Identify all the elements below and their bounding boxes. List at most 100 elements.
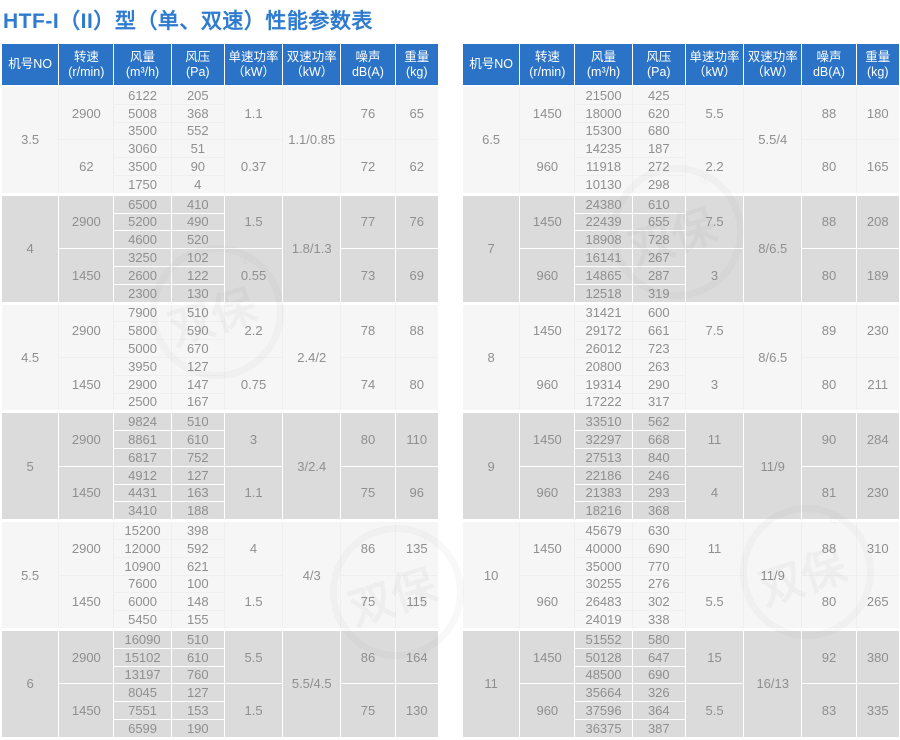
airflow-cell: 51552 <box>575 630 632 648</box>
pressure-cell: 770 <box>632 557 685 575</box>
airflow-cell: 24380 <box>575 195 632 213</box>
airflow-cell: 17222 <box>575 393 632 411</box>
table-section: 3.5 1.1/0.85 2900 1.1 76 65 6122 205 5008 368 3500… <box>2 87 438 193</box>
weight-cell: 284 <box>856 413 899 466</box>
airflow-cell: 2500 <box>114 393 171 411</box>
dual-power-cell: 1.1/0.85 <box>283 87 341 193</box>
column-header-line1: 风量 <box>130 49 156 64</box>
pressure-cell: 163 <box>171 484 224 502</box>
pressure-cell: 102 <box>171 249 224 266</box>
column-header-line1: 单速功率 <box>689 49 740 64</box>
dual-power-cell: 5.5/4.5 <box>283 630 341 737</box>
column-header-line2: （kW） <box>232 64 276 79</box>
page: HTF-I（II）型（单、双速）性能参数表 机号NO 转速 (r/min) 风量 (m³… <box>0 5 900 739</box>
noise-cell: 74 <box>341 357 395 411</box>
single-power-cell: 3 <box>224 413 283 466</box>
single-power-cell: 0.55 <box>224 249 283 302</box>
column-header-line2: dB(A) <box>812 64 845 79</box>
column-header-line1: 转速 <box>73 49 99 64</box>
single-power-cell: 1.5 <box>224 195 283 249</box>
airflow-cell: 37596 <box>575 702 632 719</box>
airflow-cell: 5200 <box>114 213 171 231</box>
airflow-cell: 14865 <box>575 266 632 284</box>
airflow-cell: 29172 <box>575 322 632 340</box>
pressure-cell: 592 <box>171 539 224 557</box>
pressure-cell: 317 <box>632 393 685 411</box>
model-no-cell: 6.5 <box>463 87 520 193</box>
speed-cell: 1450 <box>59 575 114 628</box>
single-power-cell: 1.5 <box>224 684 283 737</box>
single-power-cell: 4 <box>224 522 283 575</box>
airflow-cell: 6122 <box>114 87 171 104</box>
single-power-cell: 4 <box>685 466 744 520</box>
airflow-cell: 4431 <box>114 484 171 502</box>
single-power-cell: 7.5 <box>685 195 744 249</box>
pressure-cell: 680 <box>632 122 685 140</box>
column-header-line2: (m³/h) <box>125 64 160 79</box>
dual-power-cell: 3/2.4 <box>283 413 341 520</box>
single-power-cell: 0.37 <box>224 140 283 193</box>
noise-cell: 80 <box>341 413 395 466</box>
table-header: 机号NO 转速 (r/min) 风量 (m³/h) 风压 (Pa) 单速功率 （kW） 双速功率（… <box>2 44 438 85</box>
speed-cell: 2900 <box>59 195 114 249</box>
airflow-cell: 4912 <box>114 466 171 484</box>
pressure-cell: 302 <box>632 593 685 611</box>
dual-power-cell: 11/9 <box>744 413 802 520</box>
noise-cell: 72 <box>341 140 395 193</box>
airflow-cell: 6599 <box>114 719 171 737</box>
airflow-cell: 3500 <box>114 122 171 140</box>
weight-cell: 208 <box>856 195 899 249</box>
model-no-cell: 11 <box>463 630 520 737</box>
pressure-cell: 668 <box>632 431 685 448</box>
airflow-cell: 18000 <box>575 104 632 122</box>
airflow-cell: 30255 <box>575 575 632 593</box>
weight-cell: 135 <box>395 522 438 575</box>
weight-cell: 62 <box>395 140 438 193</box>
pressure-cell: 153 <box>171 702 224 719</box>
airflow-cell: 6000 <box>114 593 171 611</box>
pressure-cell: 728 <box>632 231 685 249</box>
pressure-cell: 319 <box>632 284 685 302</box>
dual-power-cell: 16/13 <box>744 630 802 737</box>
airflow-cell: 3410 <box>114 502 171 520</box>
airflow-cell: 21383 <box>575 484 632 502</box>
noise-cell: 80 <box>802 575 856 628</box>
noise-cell: 80 <box>802 249 856 302</box>
model-no-cell: 4.5 <box>2 304 59 411</box>
dual-power-cell: 5.5/4 <box>744 87 802 193</box>
model-no-cell: 5 <box>2 413 59 520</box>
pressure-cell: 562 <box>632 413 685 431</box>
airflow-cell: 33510 <box>575 413 632 431</box>
pressure-cell: 246 <box>632 466 685 484</box>
column-header: 机号NO <box>463 44 520 85</box>
noise-cell: 80 <box>802 140 856 193</box>
column-header-line1: 双速功率 <box>286 49 337 64</box>
model-no-cell: 3.5 <box>2 87 59 193</box>
noise-cell: 81 <box>802 466 856 520</box>
airflow-cell: 19314 <box>575 375 632 393</box>
noise-cell: 75 <box>341 466 395 520</box>
airflow-cell: 5450 <box>114 611 171 628</box>
column-header-line1: 风压 <box>185 49 211 64</box>
pressure-cell: 630 <box>632 522 685 539</box>
airflow-cell: 36375 <box>575 719 632 737</box>
pressure-cell: 190 <box>171 719 224 737</box>
pressure-cell: 723 <box>632 340 685 357</box>
column-header-line2: (kg) <box>406 64 428 79</box>
weight-cell: 130 <box>395 684 438 737</box>
airflow-cell: 11918 <box>575 158 632 175</box>
airflow-cell: 4600 <box>114 231 171 249</box>
airflow-cell: 15300 <box>575 122 632 140</box>
column-header: 噪声 dB(A) <box>341 44 395 85</box>
noise-cell: 86 <box>341 522 395 575</box>
airflow-cell: 27513 <box>575 448 632 466</box>
column-header: 重量 (kg) <box>395 44 438 85</box>
speed-cell: 1450 <box>59 357 114 411</box>
column-header: 机号NO <box>2 44 59 85</box>
single-power-cell: 3 <box>685 249 744 302</box>
pressure-cell: 147 <box>171 375 224 393</box>
pressure-cell: 368 <box>632 502 685 520</box>
column-header: 转速 (r/min) <box>59 44 114 85</box>
pressure-cell: 510 <box>171 630 224 648</box>
airflow-cell: 7551 <box>114 702 171 719</box>
